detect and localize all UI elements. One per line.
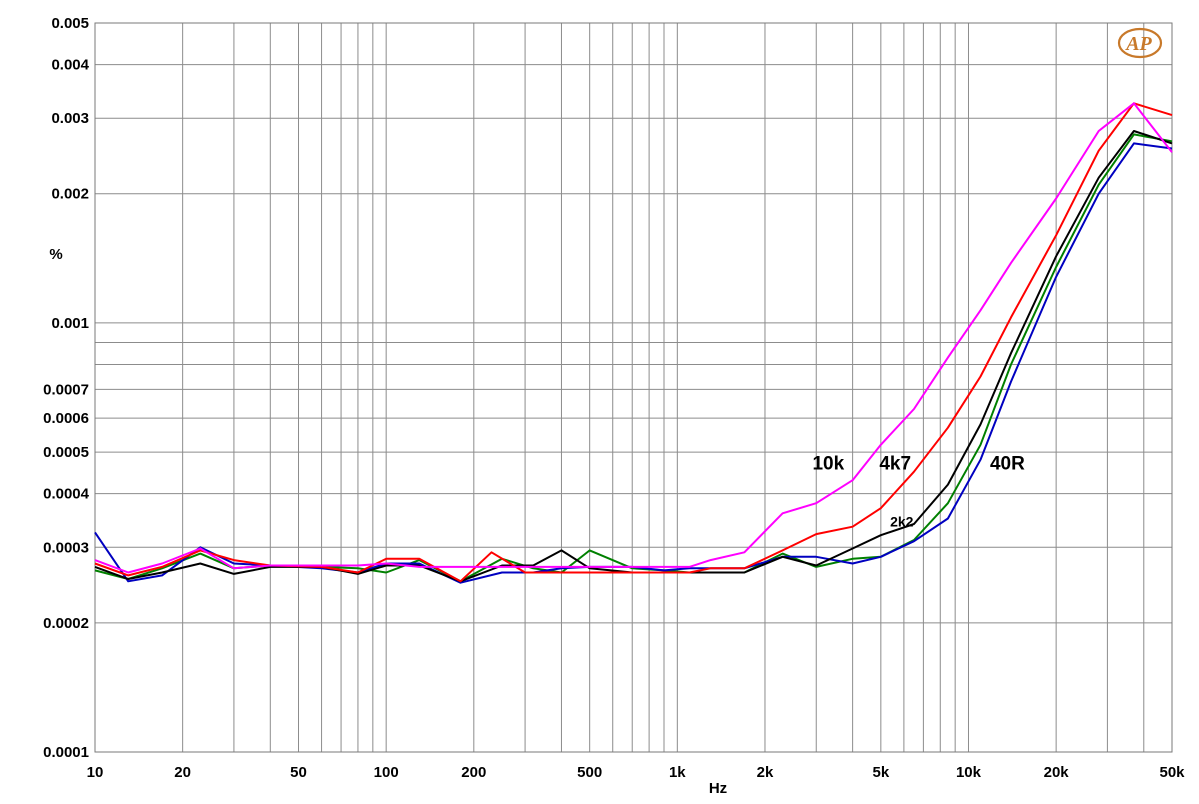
series-line-10k [94,102,1173,574]
y-tick-label: 0.0001 [43,744,89,761]
y-tick-label: 0.002 [51,186,89,203]
x-tick-label: 10k [956,764,982,781]
ap-logo-text: AP [1124,33,1152,55]
y-tick-label: 0.0005 [43,444,89,461]
y-tick-label: 0.0003 [43,539,89,556]
plot-border [94,22,1173,753]
x-tick-label: 50k [1159,764,1185,781]
y-axis-label: % [49,246,62,263]
annotation-2k2: 2k2 [890,514,914,530]
x-axis-label: Hz [709,780,727,797]
x-tick-label: 10 [87,764,104,781]
annotation-10k: 10k [812,454,844,475]
y-tick-label: 0.005 [51,15,89,32]
x-tick-labels: 10 20 50 100 200 500 1k 2k 5k 10k 20k 50k [87,764,1186,781]
x-tick-label: 5k [872,764,889,781]
x-tick-label: 2k [757,764,774,781]
y-tick-label: 0.0007 [43,381,89,398]
x-tick-label: 50 [290,764,307,781]
plot-frame [94,22,1173,753]
annotation-40R: 40R [990,454,1025,475]
x-tick-label: 20 [174,764,191,781]
grid [94,22,1173,753]
y-tick-labels: 0.005 0.004 0.003 0.002 0.001 0.0007 0.0006 0.0… [43,15,90,761]
series-annotations: 10k 4k7 2k2 40R [812,454,1025,530]
y-tick-label: 0.0004 [43,486,90,503]
y-tick-label: 0.001 [51,315,89,332]
y-tick-label: 0.0006 [43,410,89,427]
y-tick-label: 0.003 [51,110,89,127]
y-tick-label: 0.0002 [43,615,89,632]
x-tick-label: 500 [577,764,602,781]
x-tick-label: 20k [1044,764,1070,781]
x-tick-label: 1k [669,764,686,781]
x-tick-label: 100 [374,764,399,781]
ap-logo-icon: AP [1117,27,1163,59]
y-tick-label: 0.004 [51,57,89,74]
series-layer [94,102,1173,584]
x-tick-label: 200 [461,764,486,781]
annotation-4k7: 4k7 [879,454,911,475]
